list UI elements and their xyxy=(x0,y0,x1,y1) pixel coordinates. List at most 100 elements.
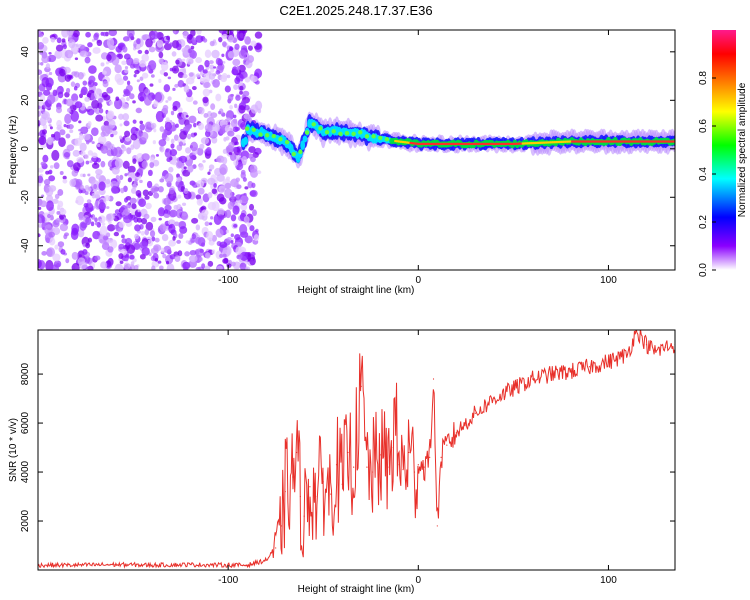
noise-blob xyxy=(114,98,123,110)
noise-blob xyxy=(119,135,123,140)
noise-blob xyxy=(122,75,129,81)
noise-blob xyxy=(134,233,140,240)
noise-blob xyxy=(185,240,190,244)
noise-blob xyxy=(136,38,141,45)
ridge-peak xyxy=(624,140,627,143)
noise-blob xyxy=(48,124,52,127)
noise-blob xyxy=(213,66,217,69)
noise-blob xyxy=(106,206,110,209)
noise-blob xyxy=(144,195,150,200)
snr-line-path xyxy=(38,330,675,569)
noise-blob xyxy=(207,177,216,185)
noise-blob xyxy=(257,108,262,114)
snr-y-tick-label: 4000 xyxy=(20,460,31,483)
noise-blob xyxy=(127,177,132,183)
noise-blob xyxy=(153,100,159,108)
noise-blob xyxy=(167,96,172,101)
noise-blob xyxy=(249,257,256,266)
noise-blob xyxy=(100,145,108,154)
noise-blob xyxy=(152,140,156,145)
noise-blob xyxy=(169,195,174,199)
noise-blob xyxy=(141,53,150,62)
noise-blob xyxy=(133,264,139,270)
colorbar-ticks: 0.0 0.2 0.4 0.6 0.8 xyxy=(698,71,716,277)
snr-point xyxy=(309,486,311,488)
ridge-peak xyxy=(394,139,397,143)
ridge-peak xyxy=(483,142,487,146)
noise-blob xyxy=(123,197,129,203)
noise-blob xyxy=(122,46,128,53)
noise-blob xyxy=(62,178,68,184)
noise-blob xyxy=(39,51,44,55)
noise-blob xyxy=(152,159,160,167)
noise-blob xyxy=(80,88,87,96)
ridge-peak xyxy=(552,141,555,144)
snr-point xyxy=(465,422,467,424)
noise-blob xyxy=(130,133,138,141)
noise-blob xyxy=(195,194,202,200)
noise-blob xyxy=(252,151,259,158)
ridge-peak xyxy=(443,142,447,146)
noise-blob xyxy=(38,69,43,76)
noise-blob xyxy=(196,30,202,35)
noise-blob xyxy=(114,64,122,74)
ridge-peak xyxy=(455,142,458,146)
noise-blob xyxy=(48,169,53,175)
noise-blob xyxy=(82,80,88,86)
snr-point xyxy=(379,454,381,456)
noise-blob xyxy=(159,178,165,183)
noise-blob xyxy=(124,136,131,142)
noise-blob xyxy=(84,153,90,160)
noise-blob xyxy=(158,51,164,59)
noise-blob xyxy=(229,46,233,51)
ridge-peak xyxy=(664,140,667,143)
noise-blob xyxy=(67,123,74,130)
ridge-peak xyxy=(481,142,485,146)
noise-blob xyxy=(208,73,216,80)
noise-blob xyxy=(114,73,122,83)
noise-blob xyxy=(228,141,235,150)
ridge-peak xyxy=(611,140,614,143)
noise-blob xyxy=(226,263,232,268)
noise-blob xyxy=(210,216,214,220)
noise-blob xyxy=(68,38,76,49)
ridge-peak xyxy=(426,142,430,146)
ridge-peak xyxy=(622,140,625,143)
noise-blob xyxy=(61,38,66,43)
noise-blob xyxy=(140,131,149,141)
noise-blob xyxy=(77,71,84,80)
noise-blob xyxy=(190,45,195,50)
noise-blob xyxy=(230,261,236,267)
noise-blob xyxy=(107,246,114,253)
noise-blob xyxy=(132,100,136,104)
noise-blob xyxy=(199,257,203,262)
noise-blob xyxy=(169,148,178,157)
noise-blob xyxy=(100,160,106,168)
noise-blob xyxy=(236,65,241,71)
ridge-bright-dot xyxy=(284,139,290,145)
snr-point xyxy=(113,564,115,566)
noise-blob xyxy=(159,145,165,153)
noise-blob xyxy=(40,61,44,66)
noise-blob xyxy=(239,90,243,95)
noise-blob xyxy=(188,255,196,262)
noise-blob xyxy=(222,148,227,154)
ridge-peak xyxy=(571,140,574,143)
noise-blob xyxy=(163,197,171,206)
noise-blob xyxy=(213,182,217,188)
snr-point xyxy=(429,456,431,458)
noise-blob xyxy=(160,61,169,72)
ridge-peak xyxy=(593,140,597,143)
ridge-peak xyxy=(580,140,584,143)
noise-blob xyxy=(232,68,239,76)
noise-blob xyxy=(118,243,125,250)
noise-blob xyxy=(85,202,94,213)
noise-blob xyxy=(143,213,150,220)
noise-blob xyxy=(148,60,157,71)
noise-blob xyxy=(119,123,123,127)
noise-blob xyxy=(118,113,124,120)
noise-blob xyxy=(38,182,42,187)
noise-blob xyxy=(181,58,186,62)
noise-blob xyxy=(169,42,173,47)
noise-blob xyxy=(130,261,135,266)
